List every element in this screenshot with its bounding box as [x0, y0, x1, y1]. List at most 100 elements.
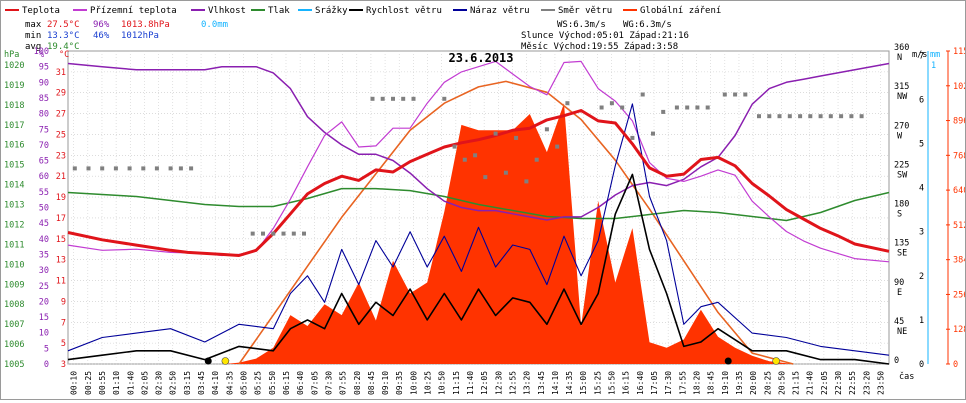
- axis-mm-unit: mm: [930, 50, 940, 60]
- tick-pct-20: 0: [44, 360, 49, 370]
- sun-marker: [221, 357, 230, 365]
- tick-x-22: 09:10: [381, 371, 390, 395]
- tick-x-2: 00:55: [98, 371, 107, 395]
- tick-pct-0: 100: [34, 47, 49, 57]
- tick-pct-10: 50: [39, 204, 49, 214]
- tick-pct-6: 70: [39, 141, 49, 151]
- wind-dir-point: [189, 166, 194, 171]
- tick-mm: 1: [931, 61, 936, 71]
- tick-c-5: 21: [56, 172, 66, 182]
- tick-pct-5: 75: [39, 125, 49, 135]
- tick-c-14: 3: [61, 360, 66, 370]
- wind-dir-point: [370, 96, 375, 101]
- tick-ms-5: 2: [919, 272, 924, 282]
- tick-x-30: 12:30: [494, 371, 503, 395]
- tick-hpa-10: 1010: [4, 260, 24, 270]
- wind-dir-point: [674, 105, 679, 110]
- wind-dir-point: [493, 131, 498, 136]
- wind-dir-point: [565, 101, 570, 106]
- tick-x-9: 03:45: [197, 371, 206, 395]
- tick-pct-16: 20: [39, 297, 49, 307]
- tick-pct-9: 55: [39, 188, 49, 198]
- legend-label-radiation: Globální záření: [640, 6, 721, 16]
- wind-dir-point: [722, 92, 727, 97]
- tick-dir-6: E: [897, 288, 902, 298]
- wind-dir-point: [798, 114, 803, 119]
- wind-dir-point: [849, 114, 854, 119]
- tick-pct-15: 25: [39, 282, 49, 292]
- wind-dir-point: [281, 231, 286, 236]
- wind-dir-point: [411, 96, 416, 101]
- tick-c-7: 17: [56, 214, 66, 224]
- tick-pct-8: 60: [39, 172, 49, 182]
- wind-dir-point: [640, 92, 645, 97]
- axis-ms-unit: m/s: [912, 50, 927, 60]
- tick-hpa-5: 1015: [4, 161, 24, 171]
- series-radiation-curve: [238, 80, 794, 365]
- tick-x-56: 23:20: [862, 371, 871, 395]
- wind-dir-point: [839, 114, 844, 119]
- wind-dir-point: [743, 92, 748, 97]
- tick-pct-4: 80: [39, 110, 49, 120]
- tick-hpa-7: 1013: [4, 201, 24, 211]
- wind-dir-point: [787, 114, 792, 119]
- tick-hpa-2: 1018: [4, 101, 24, 111]
- tick-pct-19: 5: [44, 344, 49, 354]
- tick-x-3: 01:10: [112, 371, 121, 395]
- stat-max-rain: 0.0mm: [201, 20, 228, 30]
- tick-x-26: 10:50: [438, 371, 447, 395]
- tick-x-10: 04:10: [211, 371, 220, 395]
- wind-dir-point: [685, 105, 690, 110]
- wind-dir-point: [291, 231, 296, 236]
- tick-x-33: 13:45: [537, 371, 546, 395]
- legend-label-pressure: Tlak: [268, 6, 290, 16]
- series-gust: [67, 103, 890, 356]
- tick-hpa-13: 1007: [4, 320, 24, 330]
- tick-c-0: 31: [56, 68, 66, 78]
- tick-x-40: 16:40: [636, 371, 645, 395]
- tick-x-15: 06:15: [282, 371, 291, 395]
- tick-dir-0: N: [897, 53, 902, 63]
- wind-dir-point: [808, 114, 813, 119]
- wind-dir-point: [555, 144, 560, 149]
- tick-c-8: 15: [56, 235, 66, 245]
- tick-x-18: 07:30: [325, 371, 334, 395]
- wind-dir-point: [757, 114, 761, 119]
- tick-x-50: 20:50: [777, 371, 786, 395]
- tick-x-13: 05:25: [254, 371, 263, 395]
- tick-deg-2: 270: [894, 121, 909, 131]
- tick-rad-9: 0: [953, 360, 958, 370]
- wind-dir-point: [767, 114, 772, 119]
- wind-dir-point: [250, 231, 255, 236]
- tick-x-47: 19:35: [735, 371, 744, 395]
- wind-dir-point: [127, 166, 132, 171]
- tick-rad-3: 768: [953, 151, 965, 161]
- tick-x-53: 22:05: [820, 371, 829, 395]
- axis-hpa-unit: hPa: [4, 50, 19, 60]
- tick-x-38: 15:50: [608, 371, 617, 395]
- wind-dir-point: [534, 157, 539, 162]
- tick-hpa-3: 1017: [4, 121, 24, 131]
- tick-hpa-15: 1005: [4, 360, 24, 370]
- tick-dir-4: S: [897, 210, 902, 220]
- tick-x-43: 17:55: [678, 371, 687, 395]
- tick-hpa-9: 1011: [4, 240, 24, 250]
- tick-c-3: 25: [56, 131, 66, 141]
- wind-dir-point: [828, 114, 833, 119]
- tick-x-36: 15:00: [579, 371, 588, 395]
- tick-deg-0: 360: [894, 43, 909, 53]
- tick-deg-5: 135: [894, 239, 909, 249]
- tick-dir-2: W: [897, 131, 903, 141]
- stat-avg-temp: 19.4°C: [47, 42, 80, 52]
- tick-x-6: 02:30: [155, 371, 164, 395]
- stat-min-temp: 13.3°C: [47, 31, 80, 41]
- tick-c-13: 5: [61, 339, 66, 349]
- tick-x-37: 15:25: [593, 371, 602, 395]
- tick-ms-4: 3: [919, 228, 924, 238]
- wind-dir-point: [859, 114, 864, 119]
- legend-label-wind_speed: Rychlost větru: [366, 6, 442, 16]
- tick-hpa-1: 1019: [4, 81, 24, 91]
- tick-ms-6: 1: [919, 316, 924, 326]
- wind-dir-point: [261, 231, 265, 236]
